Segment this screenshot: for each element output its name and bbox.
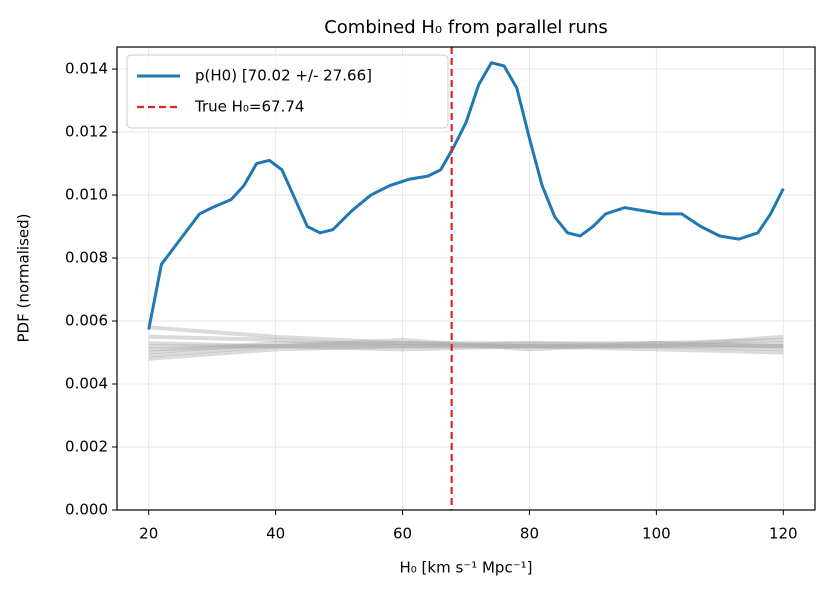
y-tick-label: 0.006 bbox=[65, 312, 108, 330]
background-run bbox=[148, 341, 784, 355]
data-line bbox=[147, 61, 785, 330]
background-run bbox=[148, 337, 784, 361]
legend-box bbox=[126, 54, 449, 129]
y-tick-label: 0.002 bbox=[65, 438, 108, 456]
x-tick-label: 20 bbox=[139, 525, 158, 543]
x-tick-label: 80 bbox=[520, 525, 539, 543]
background-run bbox=[148, 341, 784, 352]
background-run bbox=[148, 334, 784, 349]
x-tick-label: 60 bbox=[393, 525, 412, 543]
legend-label: p(H0) [70.02 +/- 27.66] bbox=[195, 67, 372, 85]
x-axis-label: H₀ [km s⁻¹ Mpc⁻¹] bbox=[400, 559, 533, 577]
y-tick-label: 0.014 bbox=[65, 60, 108, 78]
plot-frame bbox=[116, 46, 816, 511]
y-tick-label: 0.000 bbox=[65, 501, 108, 519]
background-run bbox=[148, 325, 784, 355]
y-tick-label: 0.010 bbox=[65, 186, 108, 204]
background-run bbox=[148, 341, 784, 352]
x-tick-label: 100 bbox=[642, 525, 671, 543]
background-run bbox=[148, 337, 784, 358]
y-tick-label: 0.008 bbox=[65, 249, 108, 267]
x-tick-label: 120 bbox=[769, 525, 798, 543]
y-tick-label: 0.012 bbox=[65, 123, 108, 141]
x-tick-label: 40 bbox=[266, 525, 285, 543]
y-axis-label: PDF (normalised) bbox=[15, 214, 33, 343]
legend-label: True H₀=67.74 bbox=[194, 98, 304, 116]
chart-title: Combined H₀ from parallel runs bbox=[324, 17, 608, 38]
y-tick-label: 0.004 bbox=[65, 375, 108, 393]
